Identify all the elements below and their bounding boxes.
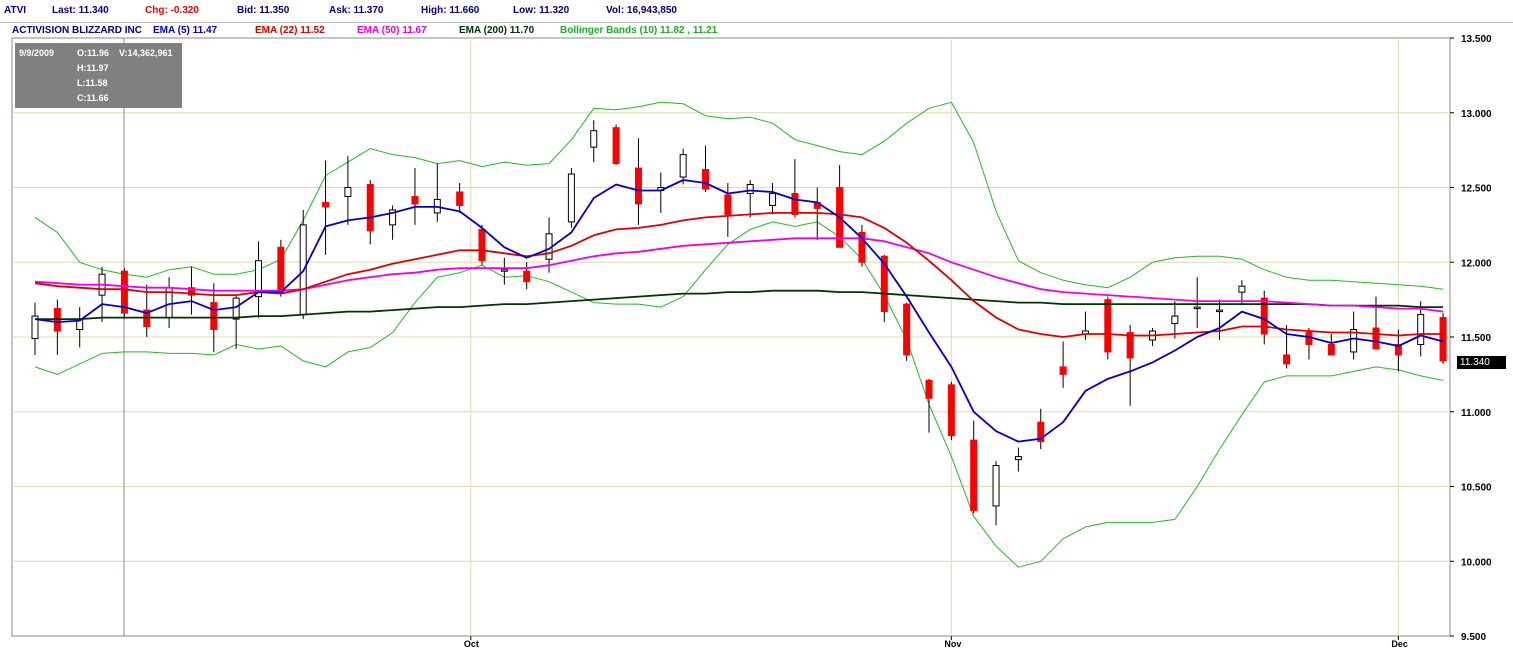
candle-down (1372, 327, 1380, 350)
candle-down (903, 303, 911, 356)
ema-lines (34, 179, 1444, 443)
candle-down (411, 195, 419, 205)
candle-down (277, 246, 285, 293)
candle-down (187, 287, 195, 296)
legend-ema50: EMA (50) 11.67 (357, 25, 427, 36)
candle-up (1216, 309, 1224, 313)
y-tick-label: 9.500 (1461, 632, 1486, 643)
bollinger-upper-line (34, 101, 1444, 290)
quote-bar: ATVI Last: 11.340 Chg: -0.320 Bid: 11.35… (0, 0, 1513, 23)
legend-company: ACTIVISION BLIZZARD INC (12, 25, 142, 36)
candle-up (1238, 285, 1246, 293)
candle-down (1059, 366, 1067, 375)
candle-up (567, 173, 575, 223)
candle-up (769, 192, 777, 206)
ema5-line (34, 179, 1444, 443)
candle-down (478, 228, 486, 262)
candlesticks[interactable] (31, 120, 1447, 526)
candle-up (1014, 456, 1022, 461)
candle-down (925, 379, 933, 399)
candle-down (120, 270, 128, 314)
candle-up (590, 130, 598, 148)
candle-down (322, 201, 330, 208)
legend-ema200: EMA (200) 11.70 (459, 25, 535, 36)
candle-down (1283, 354, 1291, 365)
y-tick-label: 13.000 (1461, 109, 1492, 120)
candle-down (612, 127, 620, 165)
y-tick-label: 12.500 (1461, 184, 1492, 195)
candle-down (634, 167, 642, 205)
x-tick-label: Dec (1391, 639, 1408, 649)
quote-volume: Vol: 16,943,850 (606, 5, 677, 16)
candle-up (31, 315, 39, 339)
last-price-badge: 11.340 (1457, 356, 1506, 369)
info-open: O:11.96 (77, 48, 110, 58)
candle-down (970, 439, 978, 511)
candle-down (456, 191, 464, 206)
candle-down (702, 169, 709, 190)
candle-down (1394, 343, 1402, 356)
ema50-line (34, 237, 1444, 313)
y-axis: 9.500 10.000 10.500 11.000 11.500 12.000 12.50… (1450, 34, 1492, 643)
candle-down (1260, 297, 1268, 335)
quote-last: Last: 11.340 (52, 5, 109, 16)
legend-bar: ACTIVISION BLIZZARD INC EMA (5) 11.47 EM… (0, 23, 1450, 37)
bollinger-lower-line (34, 221, 1444, 568)
candle-up (232, 297, 240, 320)
quote-symbol: ATVI (4, 5, 27, 16)
candle-up (1193, 306, 1201, 310)
y-tick-label: 11.500 (1461, 333, 1491, 344)
quote-low: Low: 11.320 (513, 5, 570, 16)
info-volume: V:14,362,961 (119, 48, 173, 58)
x-tick-label: Nov (944, 639, 961, 649)
y-tick-label: 10.500 (1461, 483, 1492, 494)
candle-down (1126, 332, 1134, 359)
x-tick-label: Oct (464, 639, 479, 649)
candle-down (880, 255, 888, 313)
quote-bid: Bid: 11.350 (237, 5, 290, 16)
quote-change: Chg: -0.320 (145, 5, 199, 16)
ema200-line (35, 289, 1444, 321)
candle-down (858, 231, 866, 263)
candle-up (389, 209, 397, 226)
candle-down (947, 384, 955, 437)
candle-up (255, 260, 262, 298)
candle-up (992, 465, 1000, 507)
y-tick-label: 11.000 (1461, 408, 1491, 419)
y-tick-label: 12.000 (1461, 258, 1492, 269)
candle-down (724, 194, 732, 215)
candle-down (366, 184, 374, 232)
candle-down (523, 270, 531, 283)
candle-up (679, 154, 687, 178)
y-tick-label: 10.000 (1461, 557, 1492, 568)
candle-up (746, 184, 754, 194)
candle-up (1350, 329, 1358, 353)
info-high: H:11.97 (77, 63, 109, 73)
legend-ema5: EMA (5) 11.47 (153, 25, 218, 36)
bollinger-bands (34, 101, 1444, 568)
quote-ask: Ask: 11.370 (329, 5, 384, 16)
candle-down (1327, 343, 1335, 356)
candle-down (1037, 421, 1045, 443)
candle-down (1104, 299, 1112, 353)
legend-bollinger: Bollinger Bands (10) 11.82 , 11.21 (560, 25, 718, 36)
candle-up (500, 269, 508, 272)
candle-down (1439, 317, 1447, 362)
candle-down (1305, 332, 1313, 345)
info-date: 9/9/2009 (19, 48, 55, 58)
legend-ema22: EMA (22) 11.52 (255, 25, 325, 36)
info-low: L:11.58 (77, 78, 108, 88)
candle-down (210, 302, 218, 331)
grid-layer (11, 37, 1451, 637)
candle-down (791, 192, 799, 215)
x-axis: Oct Nov Dec (464, 636, 1408, 649)
ohlc-info-box: 9/9/2009 O:11.96 V:14,362,961 H:11.97 L:… (15, 43, 182, 108)
info-close: C:11.66 (77, 93, 109, 103)
candle-up (344, 187, 352, 197)
quote-high: High: 11.660 (421, 5, 480, 16)
y-tick-label: 13.500 (1461, 34, 1492, 45)
candle-up (1417, 314, 1425, 345)
candle-up (1171, 315, 1179, 325)
